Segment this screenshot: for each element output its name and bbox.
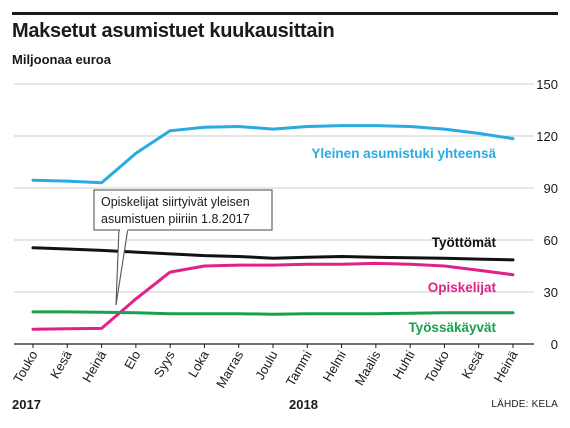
x-tick-label: Tammi <box>283 348 315 389</box>
series-label: Opiskelijat <box>428 280 497 295</box>
y-tick-label: 90 <box>544 181 558 196</box>
series-line <box>31 261 515 331</box>
x-tick-label: Maalis <box>352 348 384 388</box>
series-label: Työssäkäyvät <box>408 320 496 335</box>
series-label: Yleinen asumistuki yhteensä <box>311 146 496 161</box>
annotation-line-2: asumistuen piiriin 1.8.2017 <box>101 212 250 226</box>
x-tick-label: Heinä <box>79 347 109 385</box>
annotation-joint-cover <box>120 228 128 231</box>
annotation-box <box>93 189 273 231</box>
year-label-2018: 2018 <box>289 397 318 412</box>
annotation-line-1: Opiskelijat siirtyivät yleisen <box>101 195 250 209</box>
series-label: Työttömät <box>432 235 497 250</box>
x-axis-tick-labels: Touko Kesä Heinä Elo Syys Loka Marras Joulu Tamm… <box>10 344 521 391</box>
year-label-2017: 2017 <box>12 397 41 412</box>
series-lines <box>31 124 515 331</box>
y-tick-label: 60 <box>544 233 558 248</box>
top-rule <box>12 12 558 15</box>
x-tick-label: Loka <box>185 347 212 380</box>
x-tick-label: Joulu <box>252 348 281 382</box>
x-tick-label: Heinä <box>491 347 521 385</box>
y-tick-label: 0 <box>551 337 558 352</box>
x-tick-label: Helmi <box>320 348 350 384</box>
x-tick-label: Touko <box>10 348 40 386</box>
y-axis-tick-labels: 0 30 60 90 120 150 <box>536 77 558 352</box>
x-tick-label: Kesä <box>459 347 487 381</box>
y-tick-label: 30 <box>544 285 558 300</box>
series-line <box>31 246 515 262</box>
x-tick-label: Syys <box>151 348 178 380</box>
annotation-pointer <box>115 227 129 306</box>
chart-title: Maksetut asumistuet kuukausittain <box>12 20 335 42</box>
y-tick-label: 120 <box>536 129 558 144</box>
x-tick-label: Kesä <box>47 347 75 381</box>
gridlines <box>14 83 534 345</box>
y-tick-label: 150 <box>536 77 558 92</box>
x-tick-label: Marras <box>213 348 246 391</box>
chart-subtitle: Miljoonaa euroa <box>12 52 111 67</box>
series-labels: Yleinen asumistuki yhteensä Työttömät Opis… <box>311 146 496 335</box>
series-line <box>31 124 515 185</box>
x-tick-label: Huhti <box>390 348 418 382</box>
annotation-callout: Opiskelijat siirtyivät yleisen asumistue… <box>93 189 273 306</box>
series-line <box>31 310 515 316</box>
source-label: LÄHDE: KELA <box>491 399 558 410</box>
x-tick-label: Elo <box>121 348 143 372</box>
x-tick-label: Touko <box>422 348 452 386</box>
